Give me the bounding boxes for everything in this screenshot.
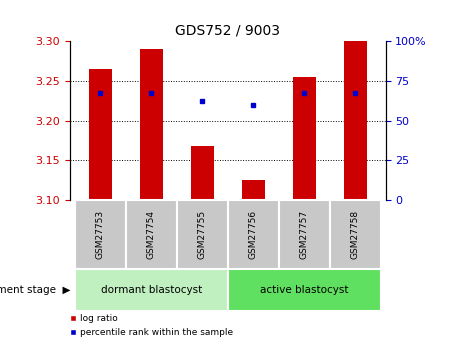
Bar (75, 200, 126, 269)
Text: GSM27755: GSM27755 (198, 210, 207, 259)
Legend: log ratio, percentile rank within the sample: log ratio, percentile rank within the sa… (65, 311, 237, 341)
Text: dormant blastocyst: dormant blastocyst (101, 285, 202, 295)
Bar (140, 49, 163, 200)
Title: GDS752 / 9003: GDS752 / 9003 (175, 23, 280, 38)
Bar (126, 200, 177, 269)
Bar (89, 69, 112, 200)
Bar (228, 269, 381, 310)
Bar (242, 180, 265, 200)
Text: GSM27753: GSM27753 (96, 210, 105, 259)
Bar (75, 269, 228, 310)
Text: active blastocyst: active blastocyst (260, 285, 348, 295)
Bar (177, 200, 228, 269)
Bar (344, 41, 367, 200)
Bar (330, 200, 381, 269)
Text: GSM27756: GSM27756 (249, 210, 258, 259)
Bar (293, 77, 316, 200)
Text: development stage  ▶: development stage ▶ (0, 285, 70, 295)
Text: GSM27757: GSM27757 (299, 210, 308, 259)
Text: GSM27758: GSM27758 (350, 210, 359, 259)
Bar (191, 146, 214, 200)
Text: GSM27754: GSM27754 (147, 210, 156, 259)
Bar (279, 200, 330, 269)
Bar (228, 200, 279, 269)
